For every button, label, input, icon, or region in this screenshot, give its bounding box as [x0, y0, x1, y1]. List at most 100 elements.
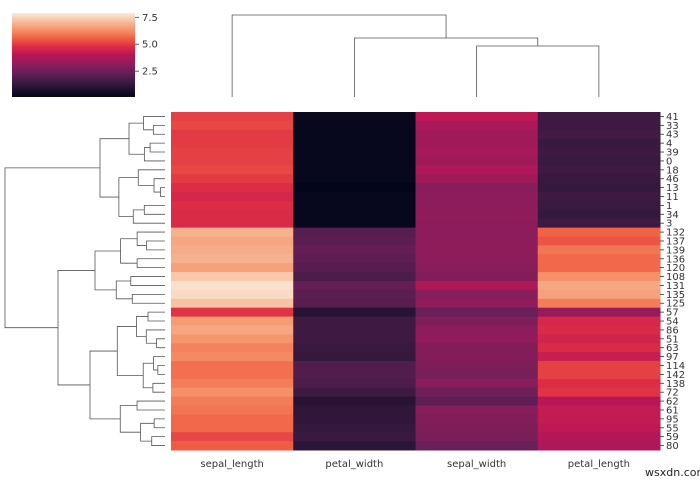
row-label: 51 [666, 334, 679, 345]
heatmap-cell [293, 369, 416, 380]
heatmap-cell [537, 414, 661, 424]
heatmap-cell [293, 192, 416, 202]
heatmap-cell [415, 129, 539, 140]
heatmap-cell [293, 414, 416, 424]
row-dendrogram [4, 116, 165, 446]
row-label: 43 [666, 130, 679, 141]
column-label: petal_length [568, 459, 630, 470]
dendrogram-link [476, 45, 600, 97]
dendrogram-link [231, 14, 447, 97]
heatmap-cell [415, 387, 539, 398]
row-label: 46 [666, 174, 679, 185]
heatmap-cell [415, 378, 539, 389]
heatmap-cell [293, 156, 416, 166]
heatmap-cell [171, 138, 294, 149]
heatmap-cell [415, 183, 539, 193]
heatmap-cell [171, 343, 294, 353]
heatmap-cell [293, 432, 416, 442]
row-label: 138 [666, 379, 685, 390]
row-label: 18 [666, 165, 679, 176]
dendrogram-link [152, 382, 165, 393]
heatmap-cell [537, 236, 661, 246]
row-label: 131 [666, 281, 685, 292]
heatmap-cell [171, 156, 294, 166]
heatmap-cell [537, 200, 661, 211]
heatmap-cell [171, 236, 294, 246]
row-label: 62 [666, 397, 679, 408]
heatmap-cell [293, 129, 416, 140]
dendrogram-link [149, 142, 165, 153]
heatmap-cell [293, 281, 416, 291]
heatmap-cell [171, 396, 294, 407]
heatmap-cell [293, 352, 416, 362]
heatmap-cell [171, 227, 294, 238]
heatmap-cell [171, 352, 294, 362]
heatmap-cell [293, 289, 416, 300]
heatmap-cell [171, 218, 294, 229]
heatmap-cell [415, 218, 539, 229]
heatmap-cell [415, 307, 539, 318]
heatmap-cell [537, 245, 661, 255]
heatmap-cell [415, 325, 539, 335]
dendrogram-link [143, 204, 165, 215]
row-label: 59 [666, 432, 679, 443]
heatmap-cell [293, 272, 416, 282]
heatmap-cell [415, 174, 539, 184]
heatmap-cell [415, 112, 539, 122]
heatmap-cell [293, 298, 416, 309]
heatmap-cell [171, 432, 294, 442]
dendrogram-link [120, 238, 138, 264]
dendrogram-link [89, 350, 121, 420]
heatmap-cell [415, 200, 539, 211]
row-label: 86 [666, 325, 679, 336]
heatmap-cell [171, 441, 294, 451]
heatmap-cell [537, 307, 661, 318]
heatmap-cell [171, 254, 294, 264]
heatmap-cell [415, 209, 539, 220]
heatmap-cell [293, 387, 416, 398]
heatmap-cell [171, 298, 294, 309]
row-label: 97 [666, 352, 679, 363]
heatmap-cell [415, 289, 539, 300]
row-label: 132 [666, 228, 685, 239]
dendrogram-link [115, 280, 133, 300]
heatmap-cell [171, 307, 294, 318]
dendrogram-link [145, 329, 165, 344]
heatmap-cell [415, 316, 539, 326]
colorbar-tick-label: 2.5 [142, 67, 158, 78]
heatmap-cell [415, 281, 539, 291]
heatmap-cell [171, 405, 294, 415]
row-label: 137 [666, 236, 685, 247]
dendrogram-link [136, 258, 165, 269]
row-label: 120 [666, 263, 685, 274]
heatmap-cell [415, 227, 539, 238]
heatmap-cell [171, 165, 294, 175]
heatmap-cell [537, 192, 661, 202]
heatmap-cell [293, 325, 416, 335]
heatmap-cell [171, 334, 294, 344]
heatmap-cell [537, 405, 661, 415]
row-label: 142 [666, 370, 685, 381]
heatmap-cell [171, 129, 294, 140]
dendrogram-link [146, 240, 165, 251]
heatmap-cell [415, 272, 539, 282]
heatmap-cell [537, 343, 661, 353]
heatmap-cell [537, 209, 661, 220]
heatmap-cell [171, 369, 294, 380]
heatmap-cell [171, 272, 294, 282]
heatmap-cell [293, 165, 416, 175]
heatmap-cell [537, 289, 661, 300]
heatmap-cell [537, 298, 661, 309]
heatmap-cell [415, 423, 539, 433]
row-label: 72 [666, 388, 679, 399]
heatmap-cell [171, 378, 294, 389]
column-dendrogram [231, 14, 600, 97]
heatmap-cell [537, 138, 661, 149]
row-label: 0 [666, 156, 672, 167]
dendrogram-link [119, 405, 141, 433]
row-label: 1 [666, 201, 672, 212]
row-label: 39 [666, 148, 679, 159]
heatmap-cell [171, 120, 294, 131]
heatmap-cell [171, 200, 294, 211]
row-label: 54 [666, 317, 679, 328]
